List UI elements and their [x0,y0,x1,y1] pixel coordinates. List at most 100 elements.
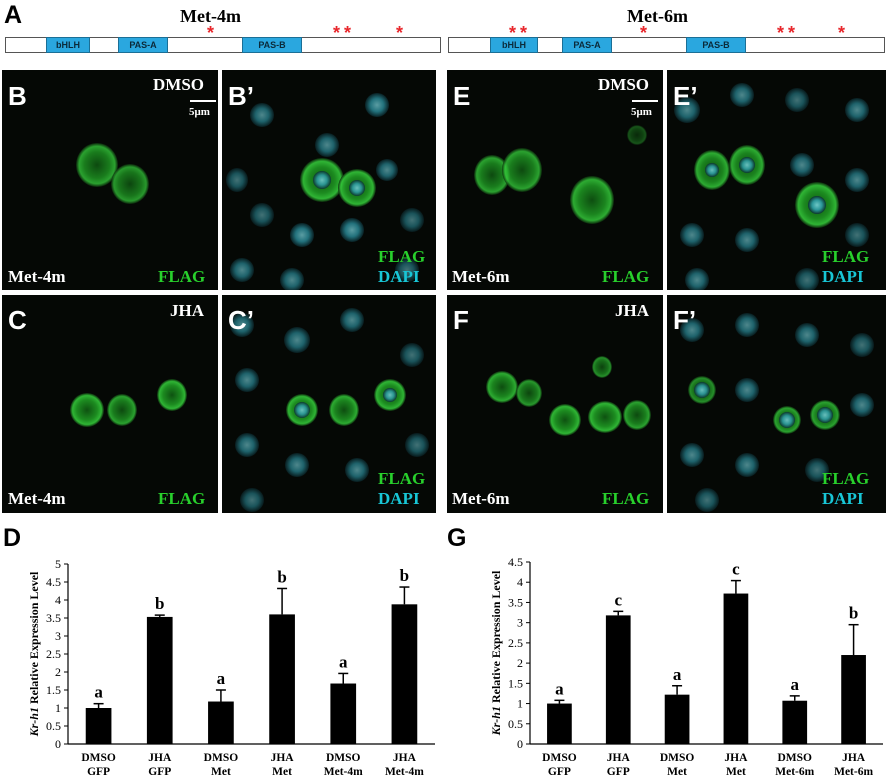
panel-label-e-prime: E’ [673,81,698,111]
x-tick-label: Met [272,766,292,778]
mutation-star: * [777,23,785,43]
mutation-star: * [520,23,528,43]
stain-label-flag: FLAG [822,469,870,488]
x-tick-label: Met-6m [775,766,814,778]
y-axis-label: Kr-h1 Relative Expression Level [489,570,503,736]
y-tick-label: 0.5 [46,719,61,733]
y-tick-label: 2 [517,656,523,670]
x-tick-label: Met-6m [834,766,873,778]
bar [146,616,173,744]
y-tick-label: 0.5 [508,717,523,731]
x-tick-label: DMSO [81,752,116,764]
x-tick-label: Met [667,766,687,778]
domain-pasa-met4m: PAS-A [118,37,168,53]
x-tick-label: DMSO [204,752,239,764]
significance-label: c [614,590,622,609]
x-tick-label: DMSO [326,752,361,764]
domain-bar-met6m [448,37,885,53]
y-tick-label: 3.5 [508,595,523,609]
panel-label-f: F [453,305,469,335]
stain-label-flag: FLAG [378,247,426,266]
bar [605,615,631,744]
significance-label: a [339,652,348,671]
x-tick-label: GFP [548,766,571,778]
y-tick-label: 4.5 [508,555,523,569]
micrograph-b-prime [222,70,436,290]
x-tick-label: Met-4m [324,766,363,778]
mutation-star: * [509,23,517,43]
micrograph-f-prime [667,295,886,513]
treatment-label: DMSO [153,75,204,94]
mutation-star: * [396,23,404,43]
y-tick-label: 2.5 [508,636,523,650]
y-axis-label-text: Relative Expression Level [27,571,41,704]
scale-bar [632,100,658,102]
significance-label: a [555,679,564,698]
scale-bar [190,100,216,102]
significance-label: b [400,566,409,585]
x-tick-label: Met [726,766,746,778]
significance-label: a [217,669,226,688]
micrograph-b [2,70,218,290]
bar [391,604,418,744]
significance-label: b [849,604,858,623]
significance-label: a [791,675,800,694]
mutation-star: * [344,23,352,43]
stain-label-flag: FLAG [158,267,206,286]
treatment-label: JHA [170,301,204,320]
domain-bar-met4m [5,37,441,53]
construct-title-met6m: Met-6m [627,6,688,26]
bar [664,694,690,744]
y-tick-label: 4 [517,575,523,589]
x-tick-label: DMSO [542,752,577,764]
bar-chart-d: 0 0.5 1 1.5 2 2.5 3 3.5 4 4.5 5 Kr-h1 Relative Expr… [27,557,435,778]
x-tick-label: GFP [607,766,630,778]
scale-label: 5μm [189,106,210,118]
stain-label-dapi: DAPI [378,267,420,286]
stain-label-flag: FLAG [602,489,650,508]
stain-label-dapi: DAPI [822,489,864,508]
stain-label-flag: FLAG [602,267,650,286]
mutation-star: * [333,23,341,43]
x-tick-label: GFP [148,766,171,778]
significance-label: b [277,567,286,586]
panel-label-b: B [8,81,27,111]
x-tick-label: GFP [87,766,110,778]
panel-label-b-prime: B’ [228,81,254,111]
significance-label: b [155,594,164,613]
y-tick-label: 1 [55,701,61,715]
x-tick-label: JHA [842,752,866,764]
x-tick-label: Met [211,766,231,778]
stain-label-flag: FLAG [158,489,206,508]
micrograph-e [447,70,663,290]
significance-label: c [732,560,740,579]
panel-label-g: G [447,524,467,552]
mutation-star: * [788,23,796,43]
stain-label-flag: FLAG [822,247,870,266]
domain-pasb-met4m: PAS-B [242,37,302,53]
micrograph-c [2,295,218,513]
panel-label-e: E [453,81,471,111]
treatment-label: JHA [615,301,649,320]
stain-label-dapi: DAPI [822,267,864,286]
y-tick-label: 4.5 [46,575,61,589]
y-tick-label: 0 [517,737,523,751]
x-tick-label: JHA [148,752,172,764]
construct-label: Met-4m [8,267,66,286]
construct-label: Met-6m [452,489,510,508]
panel-label-a: A [4,1,23,29]
y-tick-label: 1.5 [46,683,61,697]
construct-label: Met-4m [8,489,66,508]
y-tick-label: 3 [517,616,523,630]
bar [330,683,357,744]
y-axis-label-gene: Kr-h1 [489,703,503,736]
x-tick-label: DMSO [778,752,813,764]
domain-bhlh-met4m: bHLH [46,37,90,53]
x-tick-label: JHA [607,752,631,764]
mutation-star: * [838,23,846,43]
significance-label: a [94,683,103,702]
domain-bhlh-met6m: bHLH [490,37,538,53]
bar [85,708,112,744]
y-tick-label: 1 [517,697,523,711]
y-tick-label: 3.5 [46,611,61,625]
